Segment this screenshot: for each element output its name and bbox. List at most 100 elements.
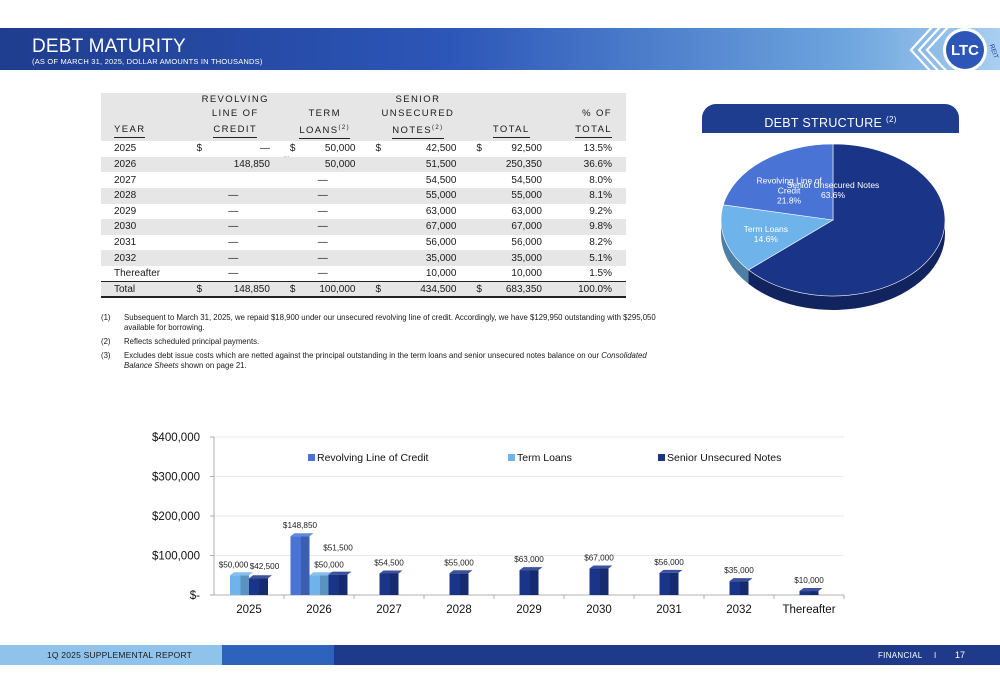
- footnote-text: Reflects scheduled principal payments.: [124, 337, 260, 346]
- total-cell: $92,500: [468, 141, 554, 157]
- bar-senior-notes: [729, 578, 753, 595]
- pct-cell: 9.8%: [553, 219, 626, 235]
- revolving-cell: —: [189, 266, 282, 282]
- bar-term-loans: [309, 572, 333, 595]
- bar-data-label: $54,500: [374, 558, 404, 567]
- year-cell: 2026: [101, 156, 189, 173]
- legend-label: Revolving Line of Credit: [317, 452, 429, 464]
- table-header-row-3: YEAR CREDIT LOANS(2) NOTES(2) TOTAL TOTA…: [101, 121, 626, 142]
- table-row: 2027 — 54,500 54,500 8.0%: [101, 172, 626, 188]
- cell-value: 10,000: [511, 267, 542, 279]
- table-header-row-2: LINE OF TERM UNSECURED % OF: [101, 107, 626, 121]
- cell-value: —: [259, 143, 270, 155]
- y-tick-label: $200,000: [152, 511, 200, 523]
- x-tick-label: 2026: [306, 604, 332, 616]
- bar-data-label: $51,500: [323, 544, 353, 553]
- table-row: 2029 — — 63,000 63,000 9.2%: [101, 204, 626, 220]
- logo-text: LTC: [951, 42, 979, 59]
- col-head-senior-2: UNSECURED: [367, 107, 469, 121]
- revolving-cell: —: [189, 204, 282, 220]
- pct-cell: 9.2%: [589, 205, 612, 217]
- bar-senior-notes: [659, 569, 683, 595]
- pct-cell: 8.1%: [553, 187, 626, 204]
- bar-data-label: $10,000: [794, 576, 824, 585]
- revolving-cell: —: [188, 187, 282, 204]
- footnote-number: (1): [101, 313, 111, 322]
- logo-subtext: REIT: [988, 43, 1000, 59]
- footnote-text-end: shown on page 21.: [178, 361, 247, 370]
- y-tick-label: $300,000: [152, 472, 200, 484]
- year-cell: Thereafter: [114, 267, 161, 279]
- cell-value: —: [317, 237, 328, 249]
- pie-slice-label: Credit: [778, 186, 801, 196]
- bar-senior-notes: [379, 570, 403, 595]
- senior-cell: 56,000: [367, 235, 468, 251]
- year-cell: 2030: [101, 219, 189, 235]
- x-tick-label: Thereafter: [782, 604, 835, 616]
- year-cell: 2029: [114, 205, 137, 217]
- currency-symbol: $: [289, 283, 296, 295]
- bar-data-label: $35,000: [724, 566, 754, 575]
- cell-value: —: [317, 190, 328, 202]
- cell-value: 54,500: [425, 174, 457, 186]
- term-cell: —: [282, 172, 368, 188]
- bar-data-label: $55,000: [444, 558, 474, 567]
- total-label: Total: [101, 281, 189, 299]
- currency-symbol: $: [476, 283, 482, 295]
- cell-value: 63,000: [425, 205, 457, 217]
- cell-value: —: [317, 174, 328, 186]
- term-cell: —: [282, 204, 368, 220]
- bar-senior-notes: [799, 588, 823, 595]
- senior-cell: 35,000: [367, 250, 469, 266]
- col-head-revolving-2: LINE OF: [188, 107, 282, 121]
- footer-report-name: 1Q 2025 SUPPLEMENTAL REPORT: [47, 650, 193, 660]
- total-cell: 63,000: [468, 204, 554, 220]
- pie-slice-label: Revolving Line of: [756, 176, 822, 186]
- cell-value: 92,500: [511, 143, 542, 155]
- footnote-1: (1) Subsequent to March 31, 2025, we rep…: [101, 313, 661, 333]
- cell-value: 683,350: [505, 283, 542, 295]
- col-head-total: TOTAL: [492, 123, 530, 138]
- pie-slice-pct-label: 21.8%: [777, 196, 802, 206]
- total-cell: 35,000: [468, 250, 554, 266]
- x-tick-label: 2027: [376, 604, 402, 616]
- pie-slice: [720, 204, 834, 271]
- y-tick-label: $100,000: [152, 551, 200, 563]
- cell-value: —: [228, 237, 239, 249]
- debt-maturity-bar-chart: $- $100,000 $200,000 $300,000 $400,000 2025 20…: [152, 432, 845, 616]
- term-cell: —: [281, 250, 368, 266]
- grand-total-cell: $683,350: [468, 281, 554, 299]
- year-cell: 2028: [101, 187, 189, 204]
- footnote-number: (3): [101, 351, 111, 360]
- debt-structure-heading: DEBT STRUCTURE (2): [702, 104, 959, 133]
- x-tick-label: 2028: [446, 604, 472, 616]
- cell-value: 54,500: [511, 174, 542, 186]
- footer-band-dark: [334, 645, 1000, 665]
- revolving-cell: —: [188, 250, 282, 266]
- pct-total-cell: 100.0%: [553, 281, 626, 299]
- table-row: Thereafter — — 10,000 10,000 1.5%: [101, 266, 626, 282]
- currency-symbol: $: [289, 143, 296, 155]
- cell-value: 56,000: [511, 237, 542, 249]
- cell-value: 100,000: [319, 283, 356, 295]
- total-cell: 10,000: [468, 266, 554, 282]
- cell-value: 56,000: [425, 237, 457, 249]
- col-head-revolving-3: CREDIT: [213, 123, 258, 138]
- col-head-senior-3: NOTES: [392, 125, 433, 137]
- total-cell: 55,000: [468, 187, 554, 204]
- currency-symbol: $: [476, 143, 482, 155]
- pct-cell: 36.6%: [553, 156, 626, 173]
- bar-revolving: [290, 533, 314, 595]
- pie-slice-side: [748, 220, 945, 310]
- term-cell: —: [281, 219, 368, 235]
- footer-band-mid: [222, 645, 334, 665]
- pie-slice-side: [721, 220, 749, 284]
- debt-structure-title: DEBT STRUCTURE: [764, 116, 883, 131]
- bar-data-label: $56,000: [654, 558, 684, 567]
- senior-cell: 10,000: [367, 266, 468, 282]
- cell-value: —: [317, 252, 328, 264]
- pct-cell: 1.5%: [589, 267, 612, 279]
- pct-cell: 8.2%: [589, 237, 612, 249]
- cell-value: 63,000: [511, 205, 542, 217]
